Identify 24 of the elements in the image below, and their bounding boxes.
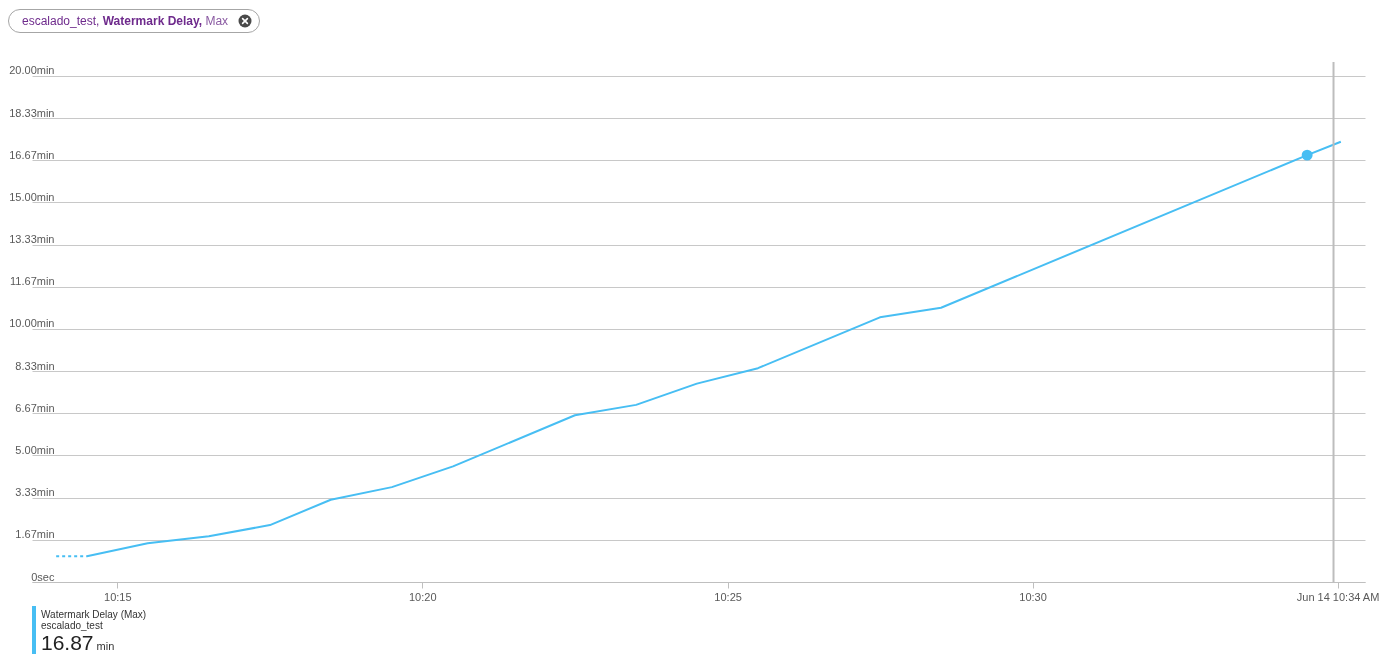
chart-title: escalado_test, Watermark Delay, Max bbox=[22, 14, 229, 28]
y-tick-label: 18.33min bbox=[9, 106, 55, 119]
x-tick-label: Jun 14 10:34 AM bbox=[1296, 590, 1380, 603]
y-tick-label: 3.33min bbox=[15, 486, 55, 499]
text: Watermark Delay (Max) bbox=[41, 609, 147, 620]
pill-outline: escalado_test, Watermark Delay, Max bbox=[8, 9, 261, 33]
text: 16.87 bbox=[41, 631, 94, 654]
x-tick-label: 10:20 bbox=[409, 590, 437, 603]
y-tick-label: 11.67min bbox=[10, 275, 55, 288]
x-tick-label: 10:30 bbox=[1019, 590, 1047, 603]
x-tick-label: 10:15 bbox=[104, 590, 132, 603]
y-tick-label: 15.00min bbox=[9, 190, 55, 203]
y-tick-label: 5.00min bbox=[15, 443, 55, 456]
x-tick-label: 10:25 bbox=[714, 590, 742, 603]
y-tick-label: 10.00min bbox=[9, 317, 55, 330]
y-tick-label: 6.67min bbox=[15, 401, 55, 414]
y-tick-label: 1.67min bbox=[15, 528, 55, 541]
y-tick-label: 20.00min bbox=[9, 64, 55, 77]
y-tick-label: 8.33min bbox=[15, 359, 55, 372]
text: min bbox=[96, 640, 115, 652]
y-tick-label: 16.67min bbox=[9, 148, 55, 161]
y-tick-label: 13.33min bbox=[9, 233, 55, 246]
y-tick-label: 0sec bbox=[31, 570, 55, 583]
text: escalado_test bbox=[41, 620, 103, 631]
